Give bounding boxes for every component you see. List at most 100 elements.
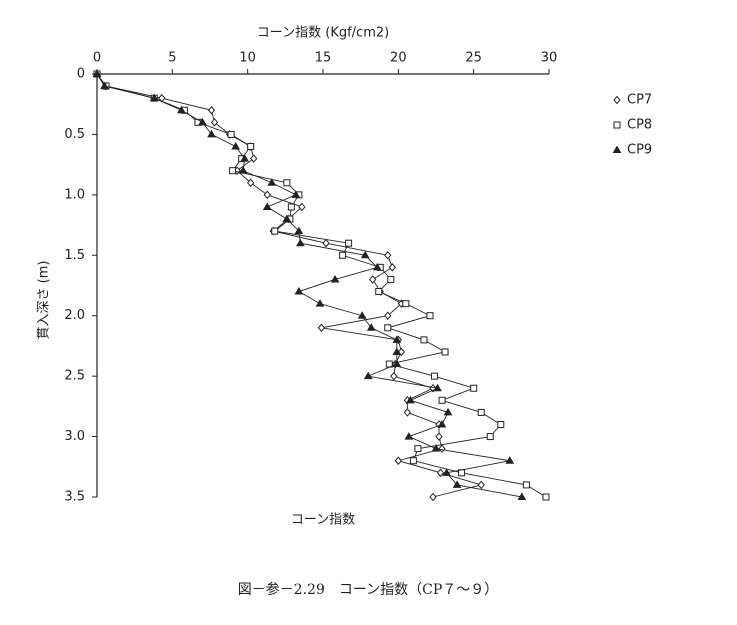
data-point (291, 190, 301, 198)
data-point (384, 311, 392, 320)
y-tick-label: 1.0 (64, 187, 85, 202)
legend-marker (613, 121, 621, 129)
legend-marker (613, 95, 621, 105)
data-point (426, 312, 434, 320)
data-point (522, 481, 530, 489)
data-point (435, 432, 443, 441)
data-point (322, 238, 330, 248)
data-point (375, 288, 383, 296)
x-tick-label: 25 (465, 51, 482, 66)
data-point (250, 154, 258, 163)
data-point (263, 190, 271, 200)
chart-title: コーン指数 (Kgf/cm2) (257, 26, 389, 41)
y-tick-label: 0 (77, 67, 85, 82)
data-point (443, 407, 453, 416)
y-tick-label: 2.0 (64, 308, 85, 323)
data-point (100, 81, 109, 90)
data-point (345, 239, 353, 247)
data-point (406, 395, 415, 404)
data-point (392, 347, 402, 355)
data-point (392, 335, 402, 343)
data-point (229, 167, 237, 175)
series-line (96, 73, 483, 498)
data-point (436, 468, 445, 478)
x-tick-label: 20 (390, 51, 407, 66)
data-point (287, 203, 295, 211)
data-point (438, 396, 446, 404)
data-point (404, 432, 414, 440)
data-point (231, 142, 240, 150)
data-point (402, 300, 410, 308)
data-point (339, 251, 347, 259)
data-point (207, 105, 216, 115)
x-tick-label: 0 (93, 51, 101, 66)
caption: 図－参－2.29 コーン指数（CP７～９） (238, 581, 499, 598)
data-point (210, 118, 219, 127)
data-point (442, 468, 451, 476)
data-point (247, 178, 255, 188)
y-tick-label: 0.5 (64, 127, 85, 142)
data-point (207, 129, 216, 138)
data-point (384, 251, 392, 260)
x-tick-label: 30 (541, 51, 558, 66)
data-point (363, 371, 373, 380)
data-point (369, 275, 377, 284)
data-point (372, 262, 382, 271)
data-point (517, 492, 527, 500)
data-point (262, 202, 272, 210)
x-axis-label: コーン指数 (291, 513, 355, 528)
data-point (267, 178, 277, 186)
data-point (390, 371, 398, 381)
data-point (430, 372, 438, 380)
y-axis-label: 貫入深さ (m) (37, 261, 52, 340)
data-point (360, 250, 370, 259)
data-point (384, 324, 392, 332)
data-point (414, 445, 422, 453)
data-point (437, 419, 447, 428)
data-point (477, 480, 485, 490)
y-tick-label: 1.5 (64, 248, 85, 263)
data-point (149, 93, 159, 102)
data-point (92, 69, 102, 77)
data-point (294, 226, 304, 235)
data-point (420, 336, 428, 344)
data-point (433, 383, 442, 392)
data-point (477, 408, 485, 416)
y-tick-label: 2.5 (64, 369, 85, 384)
data-point (431, 444, 441, 452)
x-tick-label: 10 (239, 51, 256, 66)
data-point (388, 263, 396, 272)
legend-label: CP8 (627, 118, 652, 133)
data-point (387, 275, 395, 283)
data-point (394, 456, 402, 466)
data-point (227, 130, 235, 138)
data-point (271, 227, 279, 235)
data-point (240, 154, 250, 162)
series-line (96, 73, 547, 498)
data-point (294, 287, 304, 295)
data-point (438, 444, 446, 453)
data-point (497, 420, 505, 428)
data-point (403, 408, 412, 417)
data-point (441, 348, 449, 356)
x-tick-label: 15 (315, 51, 332, 66)
data-point (470, 384, 478, 392)
data-point (392, 359, 402, 368)
data-point (542, 493, 550, 501)
data-point (366, 323, 376, 331)
data-point (452, 480, 462, 488)
data-point (505, 456, 515, 464)
x-tick-label: 5 (168, 51, 176, 66)
y-tick-label: 3.5 (64, 490, 85, 505)
data-point (247, 143, 255, 151)
legend-marker (612, 145, 622, 153)
data-point (198, 117, 207, 126)
data-point (282, 214, 292, 223)
data-point (429, 492, 437, 502)
y-tick-label: 3.0 (64, 429, 85, 444)
legend-label: CP7 (627, 93, 652, 108)
data-point (238, 166, 248, 174)
data-point (317, 323, 326, 333)
data-point (177, 105, 186, 114)
